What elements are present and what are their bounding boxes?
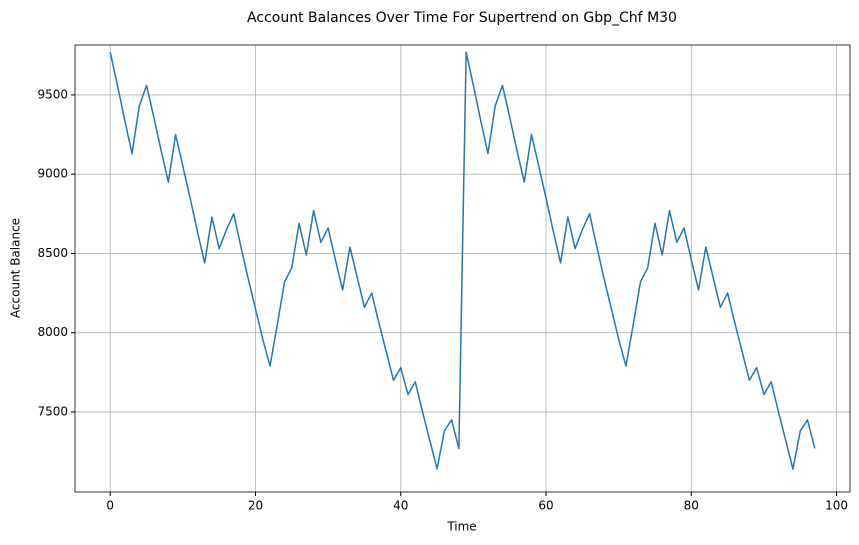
x-tick-label: 60 <box>538 499 553 513</box>
y-axis-label: Account Balance <box>9 218 23 318</box>
line <box>109 51 816 470</box>
plot-frame <box>74 44 851 493</box>
x-tick-label: 80 <box>684 499 699 513</box>
y-tick-label: 8500 <box>37 246 68 260</box>
y-tick-label: 7500 <box>37 404 68 418</box>
x-tick-label: 0 <box>106 499 114 513</box>
x-axis-label: Time <box>446 520 476 534</box>
y-tick-label: 9500 <box>37 87 68 101</box>
chart-title: Account Balances Over Time For Supertren… <box>247 10 677 26</box>
x-tick-label: 40 <box>393 499 408 513</box>
y-tick-label: 8000 <box>37 325 68 339</box>
y-tick-label: 9000 <box>37 167 68 181</box>
x-tick-label: 20 <box>248 499 263 513</box>
x-tick-label: 100 <box>825 499 848 513</box>
